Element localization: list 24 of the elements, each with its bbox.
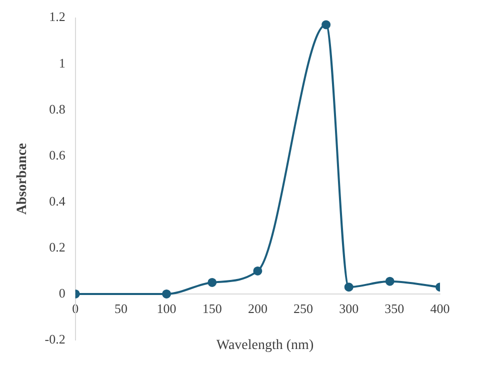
x-tick-label: 200 <box>248 301 268 316</box>
x-tick-label: 150 <box>202 301 222 316</box>
x-tick-label: 50 <box>114 301 128 316</box>
x-tick-label: 350 <box>384 301 404 316</box>
point <box>253 266 262 276</box>
point <box>322 20 331 30</box>
y-tick-label: -0.2 <box>44 331 66 346</box>
point <box>344 282 354 292</box>
y-tick-label: 1.2 <box>49 9 66 24</box>
point <box>162 289 172 298</box>
y-tick-label: 0.2 <box>49 239 66 254</box>
x-tick-label: 300 <box>339 301 359 316</box>
y-tick-label: 0.4 <box>49 193 66 208</box>
y-tick-label: 0.6 <box>49 147 66 162</box>
point <box>208 278 217 287</box>
y-tick-label: 1 <box>58 55 66 70</box>
y-tick-label: 0.8 <box>49 101 66 116</box>
x-tick-label: 400 <box>430 301 450 316</box>
x-tick-label: 100 <box>156 301 176 316</box>
x-axis-title: Wavelength (nm) <box>216 338 314 353</box>
point <box>385 276 394 286</box>
x-tick-label: 250 <box>294 301 314 316</box>
y-axis-title: Absorbance <box>15 143 30 215</box>
y-tick-label: 0 <box>58 285 66 300</box>
